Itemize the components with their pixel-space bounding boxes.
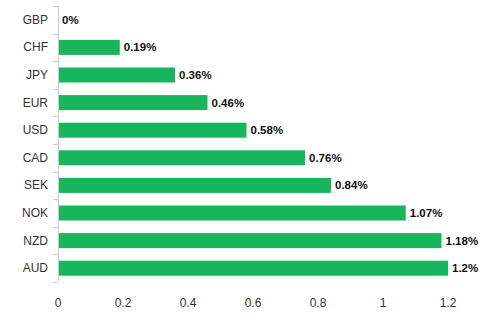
- data-label: 0.76%: [309, 152, 342, 164]
- bar: [58, 95, 208, 110]
- data-label: 1.07%: [410, 207, 443, 219]
- y-tick: [53, 199, 58, 200]
- category-label: GBP: [23, 13, 48, 27]
- y-tick: [53, 116, 58, 117]
- x-tick-label: 0.8: [310, 296, 327, 310]
- y-tick: [53, 34, 58, 35]
- bar: [58, 233, 442, 248]
- bars: [58, 40, 448, 276]
- category-label: SEK: [24, 178, 48, 192]
- y-tick: [53, 254, 58, 255]
- y-tick: [53, 61, 58, 62]
- data-label: 0.36%: [179, 69, 212, 81]
- x-tick-label: 0.4: [180, 296, 197, 310]
- data-label: 0.84%: [335, 179, 368, 191]
- category-label: USD: [23, 123, 49, 137]
- y-tick: [53, 282, 58, 283]
- data-label: 0.58%: [251, 124, 284, 136]
- bar: [58, 178, 331, 193]
- category-label: CAD: [23, 151, 49, 165]
- chart: GBP CHF JPY EUR USD CAD SEK NOK NZD AUD 0% 0.19% 0.3…: [0, 0, 486, 323]
- x-tick-label: 0.2: [115, 296, 132, 310]
- category-label: EUR: [23, 96, 49, 110]
- category-label: JPY: [26, 68, 48, 82]
- bar: [58, 261, 448, 276]
- category-label: NOK: [22, 206, 48, 220]
- category-label: AUD: [23, 261, 49, 275]
- y-tick: [53, 172, 58, 173]
- data-label: 1.18%: [446, 235, 479, 247]
- data-label: 1.2%: [452, 262, 478, 274]
- y-tick: [53, 227, 58, 228]
- category-label: CHF: [23, 40, 48, 54]
- bar: [58, 206, 406, 221]
- x-tick-label: 1.2: [440, 296, 457, 310]
- data-label: 0%: [62, 14, 79, 26]
- y-tick: [53, 144, 58, 145]
- y-tick: [53, 89, 58, 90]
- data-label: 0.19%: [124, 41, 157, 53]
- x-tick-label: 0.6: [245, 296, 262, 310]
- x-tick-label: 1: [380, 296, 387, 310]
- category-label: NZD: [23, 234, 48, 248]
- bar: [58, 150, 305, 165]
- y-tick: [53, 6, 58, 7]
- data-label: 0.46%: [212, 97, 245, 109]
- y-axis-line: [58, 6, 59, 282]
- bar: [58, 68, 175, 83]
- x-tick-label: 0: [55, 296, 62, 310]
- bar: [58, 40, 120, 55]
- bar: [58, 123, 247, 138]
